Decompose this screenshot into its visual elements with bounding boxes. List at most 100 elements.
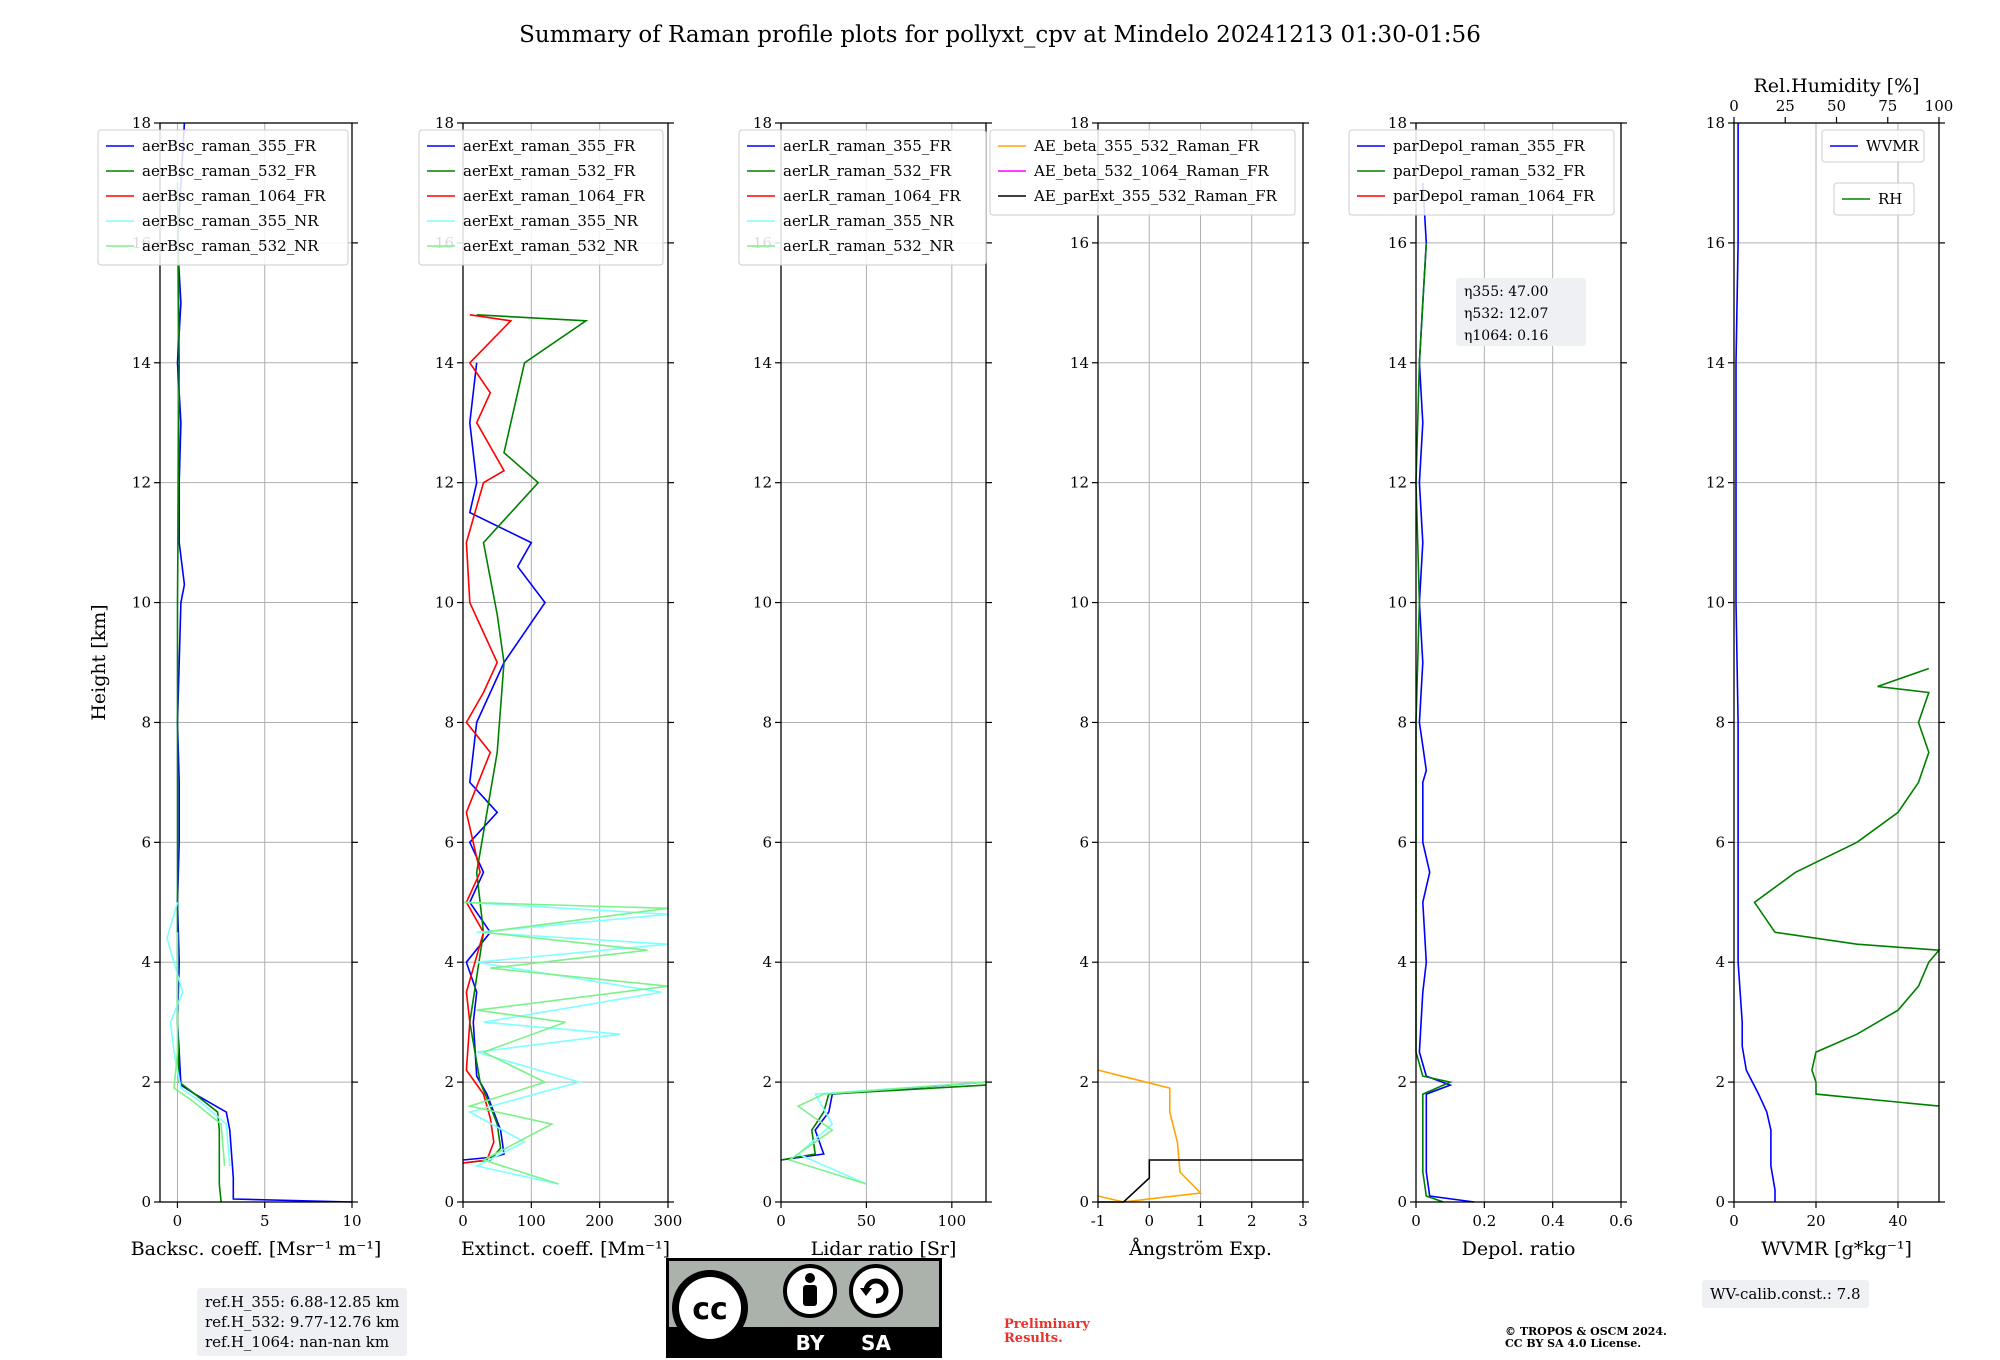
x-tick-label: 5 bbox=[260, 1212, 270, 1230]
figure-title: Summary of Raman profile plots for polly… bbox=[519, 22, 1481, 48]
chart-panel-extinction: 0100200300024681012141618Extinct. coeff.… bbox=[418, 114, 682, 1260]
legend-box bbox=[989, 129, 1296, 216]
x-tick-label: -1 bbox=[1091, 1212, 1106, 1230]
top-x-tick-label: 0 bbox=[1729, 97, 1739, 115]
cc-mark: cc bbox=[692, 1292, 728, 1327]
y-tick-label: 10 bbox=[753, 594, 772, 612]
x-tick-label: 0 bbox=[1411, 1212, 1421, 1230]
y-tick-label: 4 bbox=[141, 953, 151, 971]
legend-label-aerExt_raman_355_FR: aerExt_raman_355_FR bbox=[463, 137, 636, 155]
ref-height-532: ref.H_532: 9.77-12.76 km bbox=[205, 1313, 400, 1331]
x-tick-label: 0.6 bbox=[1609, 1212, 1633, 1230]
series-line-WVMR bbox=[1735, 123, 1776, 1202]
top-x-axis-label: Rel.Humidity [%] bbox=[1753, 75, 1919, 97]
chart-panel-depolarization: 0 0.2 0.4 0.6 0 2 4 6 8 10 12 14 16 18 Depol. ratio par… bbox=[1348, 114, 1633, 1260]
y-tick-label: 10 bbox=[1388, 594, 1407, 612]
series-line-AE_beta_355_532_Raman_FR bbox=[1097, 1069, 1203, 1203]
y-tick-label: 4 bbox=[1715, 953, 1725, 971]
series-line-aerLR_raman_355_NR bbox=[796, 1081, 987, 1185]
y-tick-label: 6 bbox=[762, 833, 772, 851]
legend-label-aerBsc_raman_532_NR: aerBsc_raman_532_NR bbox=[142, 237, 319, 255]
ref-height-355: ref.H_355: 6.88-12.85 km bbox=[205, 1293, 400, 1311]
legend-label-aerExt_raman_1064_FR: aerExt_raman_1064_FR bbox=[463, 187, 645, 205]
top-x-tick-label: 25 bbox=[1776, 97, 1795, 115]
y-tick-label: 8 bbox=[762, 713, 772, 731]
y-tick-label: 14 bbox=[132, 354, 151, 372]
y-tick-label: 0 bbox=[1715, 1193, 1725, 1211]
plot-frame bbox=[1733, 122, 1940, 1203]
y-tick-label: 4 bbox=[444, 953, 454, 971]
y-tick-label: 12 bbox=[1706, 474, 1725, 492]
y-tick-label: 12 bbox=[1388, 474, 1407, 492]
legend-label-aerBsc_raman_1064_FR: aerBsc_raman_1064_FR bbox=[142, 187, 326, 205]
sa-arrow-head bbox=[860, 1288, 872, 1296]
y-tick-label: 10 bbox=[1706, 594, 1725, 612]
top-x-tick-label: 100 bbox=[1925, 97, 1954, 115]
top-x-tick-label: 50 bbox=[1827, 97, 1846, 115]
x-tick-label: 1 bbox=[1196, 1212, 1206, 1230]
series-line-aerExt_raman_1064_FR bbox=[462, 314, 513, 1164]
plot-frame bbox=[780, 122, 987, 1203]
y-tick-label: 18 bbox=[1388, 114, 1407, 132]
y-tick-label: 12 bbox=[1070, 474, 1089, 492]
x-tick-label: 50 bbox=[857, 1212, 876, 1230]
y-tick-label: 8 bbox=[1397, 713, 1407, 731]
y-tick-label: 18 bbox=[435, 114, 454, 132]
ref-height-1064: ref.H_1064: nan-nan km bbox=[205, 1333, 390, 1351]
legend-label-AE_beta_532_1064_Raman_FR: AE_beta_532_1064_Raman_FR bbox=[1033, 162, 1269, 180]
plot-frame bbox=[462, 122, 669, 1203]
x-axis-label: Depol. ratio bbox=[1462, 1238, 1576, 1260]
wv-calibration-constant: WV-calib.const.: 7.8 bbox=[1710, 1285, 1861, 1303]
y-tick-label: 12 bbox=[132, 474, 151, 492]
y-tick-label: 14 bbox=[1388, 354, 1407, 372]
reference-height-box: ref.H_355: 6.88-12.85 km ref.H_532: 9.77… bbox=[197, 1288, 408, 1356]
copyright-line-2: CC BY SA 4.0 License. bbox=[1505, 1337, 1642, 1350]
y-tick-label: 16 bbox=[1706, 234, 1725, 252]
y-tick-label: 8 bbox=[141, 713, 151, 731]
x-tick-label: 0 bbox=[776, 1212, 786, 1230]
legend-box bbox=[97, 129, 349, 266]
y-tick-label: 8 bbox=[1079, 713, 1089, 731]
x-tick-label: 20 bbox=[1806, 1212, 1825, 1230]
plot-frame bbox=[1415, 122, 1622, 1203]
legend-label-aerLR_raman_355_FR: aerLR_raman_355_FR bbox=[783, 137, 952, 155]
y-tick-label: 4 bbox=[1397, 953, 1407, 971]
x-axis-label: Ångström Exp. bbox=[1128, 1238, 1272, 1260]
y-tick-label: 2 bbox=[1715, 1073, 1725, 1091]
x-axis-label: Lidar ratio [Sr] bbox=[811, 1238, 957, 1260]
sa-share-alike-icon bbox=[849, 1264, 903, 1318]
x-tick-label: 100 bbox=[517, 1212, 546, 1230]
series-line-aerBsc_raman_355_NR bbox=[166, 902, 231, 1167]
series-line-aerBsc_raman_532_NR bbox=[173, 932, 226, 1167]
x-tick-label: 10 bbox=[342, 1212, 361, 1230]
y-tick-label: 2 bbox=[1397, 1073, 1407, 1091]
y-tick-label: 16 bbox=[1388, 234, 1407, 252]
y-tick-label: 2 bbox=[141, 1073, 151, 1091]
legend-box bbox=[418, 129, 664, 266]
series-line-aerLR_raman_532_FR bbox=[780, 1084, 987, 1161]
x-tick-label: 40 bbox=[1888, 1212, 1907, 1230]
y-tick-label: 0 bbox=[1397, 1193, 1407, 1211]
top-x-tick-label: 75 bbox=[1878, 97, 1897, 115]
legend-label-aerBsc_raman_532_FR: aerBsc_raman_532_FR bbox=[142, 162, 317, 180]
y-tick-label: 12 bbox=[435, 474, 454, 492]
y-tick-label: 18 bbox=[1070, 114, 1089, 132]
y-tick-label: 0 bbox=[1079, 1193, 1089, 1211]
y-tick-label: 8 bbox=[1715, 713, 1725, 731]
legend-label-aerLR_raman_532_FR: aerLR_raman_532_FR bbox=[783, 162, 952, 180]
y-tick-label: 14 bbox=[435, 354, 454, 372]
x-tick-label: 2 bbox=[1247, 1212, 1257, 1230]
preliminary-line-1: Preliminary bbox=[1004, 1317, 1090, 1332]
legend-label-WVMR: WVMR bbox=[1866, 137, 1920, 155]
legend-label-AE_parExt_355_532_Raman_FR: AE_parExt_355_532_Raman_FR bbox=[1033, 187, 1278, 205]
y-tick-label: 6 bbox=[141, 833, 151, 851]
y-tick-label: 2 bbox=[1079, 1073, 1089, 1091]
legend-label-aerLR_raman_355_NR: aerLR_raman_355_NR bbox=[783, 212, 954, 230]
y-tick-label: 18 bbox=[1706, 114, 1725, 132]
y-tick-label: 6 bbox=[1715, 833, 1725, 851]
legend-box bbox=[1348, 129, 1615, 216]
series-line-aerExt_raman_532_FR bbox=[462, 314, 589, 1164]
plot-frame bbox=[1097, 122, 1304, 1203]
y-tick-label: 2 bbox=[444, 1073, 454, 1091]
